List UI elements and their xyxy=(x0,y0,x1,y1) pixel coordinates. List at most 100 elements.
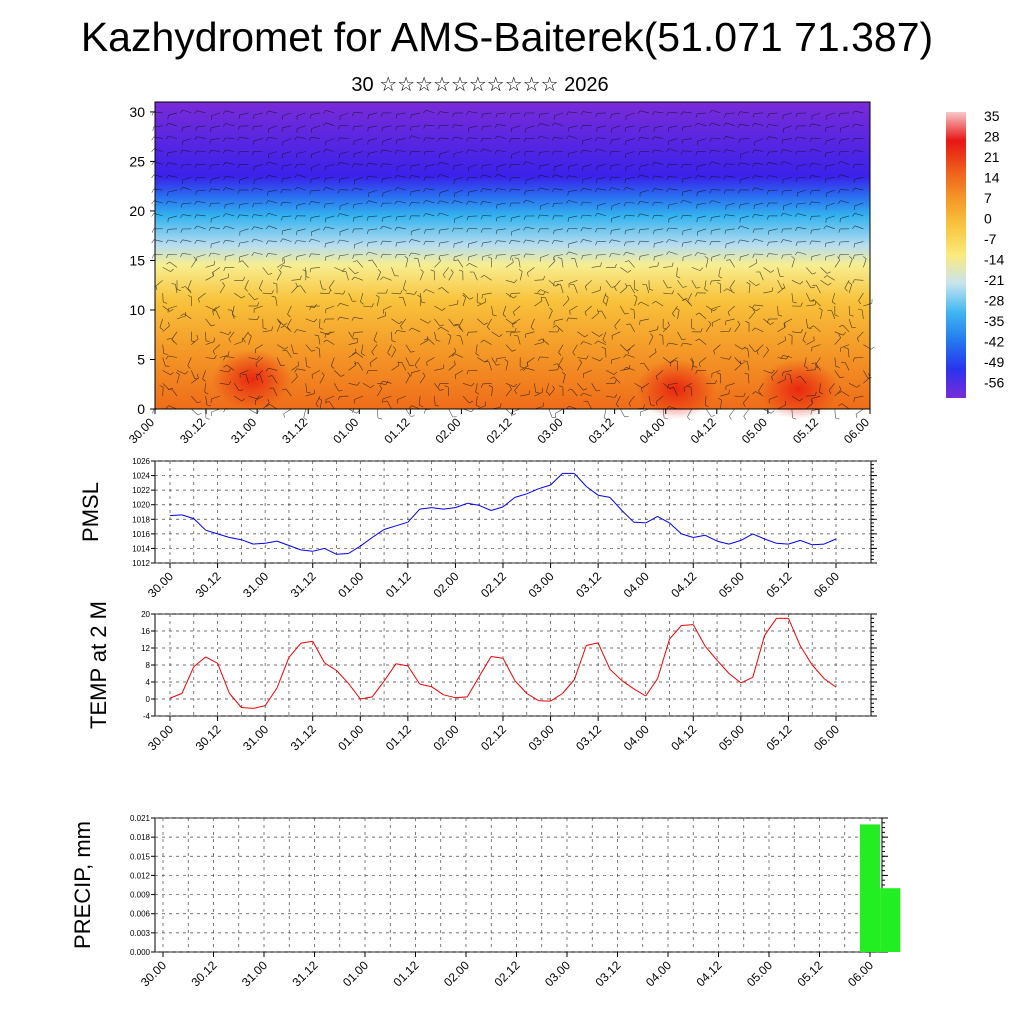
wind-barb-flag xyxy=(695,292,698,297)
wind-barb-flag xyxy=(834,314,839,317)
wind-barb xyxy=(282,254,292,258)
wind-barb xyxy=(806,395,816,397)
wind-barb xyxy=(311,370,321,375)
wind-barb xyxy=(405,357,410,366)
wind-barb xyxy=(419,375,426,384)
wind-barb-flag xyxy=(205,417,210,420)
wind-barb-flag xyxy=(724,254,726,259)
wind-barb-flag xyxy=(738,139,741,143)
wind-barb-flag xyxy=(752,391,756,395)
wind-barb xyxy=(811,148,821,152)
wind-barb xyxy=(831,310,836,320)
wind-barb xyxy=(339,151,349,155)
wind-barb xyxy=(162,357,166,367)
colorbar-label: 21 xyxy=(984,149,1000,165)
x-tick-label: 31.00 xyxy=(239,958,270,989)
wind-barb xyxy=(196,200,206,204)
wind-barb-flag xyxy=(580,125,583,130)
wind-barb xyxy=(672,305,678,314)
wind-barb-flag xyxy=(716,372,721,375)
wind-barb-flag xyxy=(266,403,270,407)
wind-barb xyxy=(815,362,821,371)
x-tick-label: 05.12 xyxy=(794,958,825,989)
wind-barb xyxy=(726,122,735,127)
wind-barb-flag xyxy=(624,230,626,235)
wind-barb xyxy=(368,125,378,128)
wind-barb-flag xyxy=(351,317,355,321)
wind-barb-flag xyxy=(526,362,529,367)
wind-barb-flag xyxy=(437,212,441,217)
wind-barb xyxy=(640,125,649,129)
wind-barb xyxy=(168,239,178,242)
wind-barb-flag xyxy=(211,324,216,327)
wind-barb xyxy=(687,292,693,302)
wind-barb-flag xyxy=(165,405,169,409)
wind-barb-flag xyxy=(323,318,326,323)
wind-barb xyxy=(396,125,406,127)
wind-barb xyxy=(534,300,543,307)
wind-barb xyxy=(629,285,635,294)
temp-line-segment xyxy=(811,664,825,679)
wind-barb xyxy=(511,408,521,413)
wind-barb xyxy=(840,125,850,129)
wind-barb xyxy=(286,318,292,328)
wind-barb-flag xyxy=(237,189,240,194)
wind-barb-flag xyxy=(770,270,775,273)
wind-barb-flag xyxy=(267,191,269,196)
wind-barb xyxy=(468,149,478,152)
wind-barb xyxy=(448,351,456,358)
wind-barb-flag xyxy=(253,140,255,145)
wind-barb-flag xyxy=(466,263,470,267)
wind-barb xyxy=(854,177,864,180)
x-tick-label: 01.00 xyxy=(335,722,366,753)
pmsl-line-segment xyxy=(217,533,230,538)
wind-barb xyxy=(768,253,778,255)
wind-barb xyxy=(640,174,649,178)
wind-barb-flag xyxy=(451,227,455,232)
wind-barb-flag xyxy=(251,214,255,219)
wind-barb xyxy=(711,215,721,218)
wind-barb-flag xyxy=(718,275,723,279)
wind-barb-flag xyxy=(609,239,612,244)
x-tick-label: 03.12 xyxy=(573,569,604,600)
wind-barb-flag xyxy=(666,251,670,255)
wind-barb xyxy=(654,201,664,204)
wind-barb xyxy=(782,138,792,141)
wind-barb-flag xyxy=(711,415,716,417)
y-tick-label: 0.018 xyxy=(130,833,151,842)
wind-barb-flag xyxy=(681,164,684,169)
wind-barb xyxy=(425,289,435,294)
wind-barb xyxy=(848,258,853,268)
wind-barb xyxy=(434,260,441,268)
pmsl-line-segment xyxy=(336,553,349,555)
wind-barb xyxy=(697,215,707,219)
wind-barb xyxy=(800,376,807,384)
x-tick-label: 02.00 xyxy=(441,958,472,989)
wind-barb xyxy=(863,258,867,268)
wind-barb xyxy=(597,164,607,167)
wind-barb-flag xyxy=(328,289,331,294)
wind-barb-flag xyxy=(683,297,688,300)
wind-barb xyxy=(469,263,478,268)
wind-barb-flag xyxy=(366,175,369,180)
wind-barb xyxy=(713,344,721,351)
wind-barb xyxy=(705,305,714,312)
wind-barb-flag xyxy=(494,135,498,140)
wind-barb xyxy=(596,137,607,139)
wind-barb xyxy=(282,112,292,116)
wind-barb-flag xyxy=(209,139,212,144)
wind-barb-flag xyxy=(370,384,374,388)
wind-barb xyxy=(382,189,392,194)
wind-barb-flag xyxy=(823,225,827,229)
wind-barb xyxy=(791,331,801,334)
wind-barb xyxy=(232,305,235,315)
wind-barb xyxy=(482,125,492,127)
wind-barb xyxy=(777,404,786,410)
wind-barb xyxy=(191,370,196,379)
wind-barb-flag xyxy=(166,261,170,265)
pmsl-line-segment xyxy=(324,547,337,555)
wind-barb xyxy=(311,228,321,233)
wind-barb xyxy=(554,240,564,242)
wind-barb xyxy=(391,292,401,295)
wind-barb-flag xyxy=(599,357,603,362)
